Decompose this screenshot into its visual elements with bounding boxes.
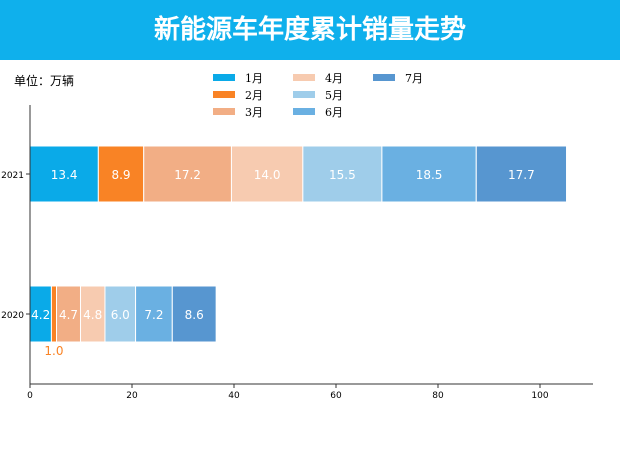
- legend-item: 5月: [293, 86, 373, 103]
- legend-label: 6月: [325, 105, 343, 119]
- legend-swatch: [293, 91, 315, 98]
- legend-swatch: [213, 108, 235, 115]
- legend-swatch: [213, 91, 235, 98]
- x-tick-label: 60: [330, 391, 342, 401]
- data-label: 4.7: [59, 308, 78, 322]
- x-tick-label: 40: [228, 391, 240, 401]
- bar-segment: [29, 145, 99, 203]
- legend-label: 2月: [245, 88, 263, 102]
- data-label: 17.7: [508, 168, 535, 182]
- legend-item: 6月: [293, 103, 373, 120]
- legend-item: 3月: [213, 103, 293, 120]
- data-label: 17.2: [174, 168, 201, 182]
- data-label: 6.0: [111, 308, 130, 322]
- legend-swatch: [373, 74, 395, 81]
- x-tick-label: 80: [432, 391, 444, 401]
- legend-label: 1月: [245, 71, 263, 85]
- data-label: 7.2: [144, 308, 163, 322]
- y-tick-label: 2020: [1, 311, 24, 321]
- bar-segment: [475, 145, 568, 203]
- y-tick-label: 2021: [1, 171, 24, 181]
- bar-segment: [230, 145, 304, 203]
- bar-segment: [381, 145, 477, 203]
- bar-segment: [135, 285, 173, 343]
- legend-label: 3月: [245, 105, 263, 119]
- legend-item: 7月: [373, 69, 453, 86]
- legend: 1月 2月 3月 4月 5月 6月 7月: [213, 69, 453, 120]
- bar-segment: [50, 285, 58, 343]
- legend-item: 1月: [213, 69, 293, 86]
- chart-title: 新能源车年度累计销量走势: [0, 0, 620, 60]
- data-label: 1.0: [44, 344, 63, 358]
- bar-segment: [171, 285, 217, 343]
- legend-item: 4月: [293, 69, 373, 86]
- x-tick-label: 0: [27, 391, 33, 401]
- legend-swatch: [293, 108, 315, 115]
- data-label: 14.0: [254, 168, 281, 182]
- data-label: 13.4: [51, 168, 78, 182]
- legend-label: 5月: [325, 88, 343, 102]
- data-label: 8.6: [185, 308, 204, 322]
- data-label: 15.5: [329, 168, 356, 182]
- data-label: 4.2: [31, 308, 50, 322]
- data-label: 4.8: [83, 308, 102, 322]
- legend-label: 7月: [405, 71, 423, 85]
- x-tick-label: 100: [531, 391, 548, 401]
- legend-label: 4月: [325, 71, 343, 85]
- data-label: 8.9: [111, 168, 130, 182]
- unit-label: 单位：万辆: [14, 74, 75, 88]
- x-tick-label: 20: [126, 391, 138, 401]
- bar-segment: [79, 285, 106, 343]
- bar-segment: [302, 145, 383, 203]
- legend-item: 2月: [213, 86, 293, 103]
- legend-swatch: [293, 74, 315, 81]
- data-label: 18.5: [416, 168, 443, 182]
- bar-segment: [104, 285, 137, 343]
- legend-swatch: [213, 74, 235, 81]
